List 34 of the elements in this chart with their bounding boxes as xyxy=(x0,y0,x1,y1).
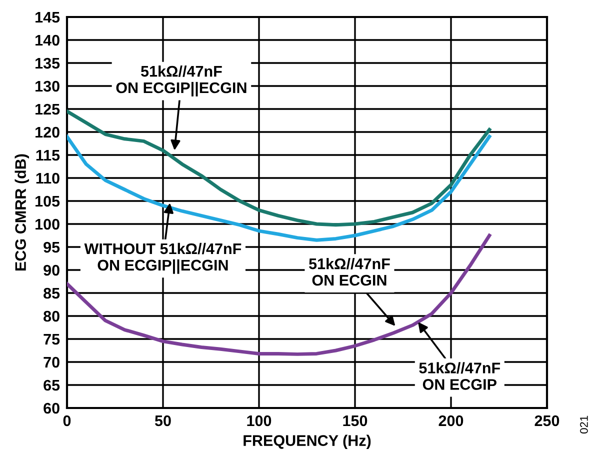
y-tick-label: 70 xyxy=(44,356,60,368)
y-tick-label: 140 xyxy=(36,34,60,46)
x-tick-label: 150 xyxy=(343,415,368,426)
y-tick-label: 100 xyxy=(36,218,60,230)
annotation: 51kΩ//47nF ON ECGIP xyxy=(419,362,500,390)
line-series xyxy=(67,234,492,356)
x-tick-label: 250 xyxy=(534,415,560,426)
y-tick-label: 95 xyxy=(44,242,60,253)
annotation: 51kΩ//47nF ON ECGIP||ECGIN xyxy=(116,65,246,96)
y-tick-label: 115 xyxy=(36,150,60,161)
y-tick-label: 60 xyxy=(44,402,60,414)
y-tick-label: 65 xyxy=(44,380,60,391)
y-tick-label: 135 xyxy=(36,58,60,69)
x-tick-label: 0 xyxy=(63,415,71,426)
x-tick-label: 100 xyxy=(247,415,272,426)
y-tick-label: 130 xyxy=(36,80,60,92)
y-tick-label: 75 xyxy=(44,334,60,345)
text: 021 xyxy=(580,416,588,434)
line-series xyxy=(67,134,492,242)
annotation: WITHOUT 51kΩ//47nF ON ECGIP||ECGIN xyxy=(84,242,242,274)
y-tick-label: 110 xyxy=(36,172,60,184)
x-tick-label: 200 xyxy=(438,415,464,426)
annotation: 51kΩ//47nF ON ECGIN xyxy=(309,258,390,286)
x-tick-label: 50 xyxy=(154,415,171,426)
y-axis-title: ECG CMRR (dB) xyxy=(14,154,30,270)
y-tick-label: 120 xyxy=(36,126,60,138)
x-axis-title: FREQUENCY (Hz) xyxy=(244,434,371,449)
y-tick-label: 80 xyxy=(44,310,60,322)
y-tick-label: 105 xyxy=(36,196,60,207)
y-tick-label: 145 xyxy=(36,12,60,23)
y-tick-label: 125 xyxy=(36,104,60,115)
line-series xyxy=(67,110,492,227)
y-tick-label: 85 xyxy=(44,288,60,299)
y-tick-label: 90 xyxy=(44,264,60,276)
